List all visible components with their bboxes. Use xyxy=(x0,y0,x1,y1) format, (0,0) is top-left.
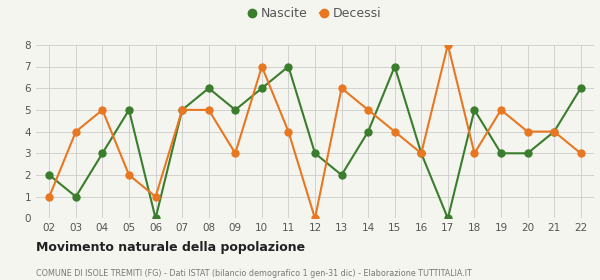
Decessi xyxy=(338,87,345,90)
Decessi xyxy=(179,108,186,112)
Nascite xyxy=(471,108,478,112)
Nascite xyxy=(258,87,265,90)
Decessi xyxy=(72,130,79,133)
Decessi xyxy=(471,152,478,155)
Nascite xyxy=(524,152,531,155)
Nascite xyxy=(551,130,558,133)
Nascite xyxy=(338,173,345,177)
Line: Nascite: Nascite xyxy=(46,63,584,222)
Decessi xyxy=(391,130,398,133)
Text: Movimento naturale della popolazione: Movimento naturale della popolazione xyxy=(36,241,305,254)
Decessi xyxy=(46,195,53,198)
Text: COMUNE DI ISOLE TREMITI (FG) - Dati ISTAT (bilancio demografico 1 gen-31 dic) - : COMUNE DI ISOLE TREMITI (FG) - Dati ISTA… xyxy=(36,269,472,278)
Decessi xyxy=(232,152,239,155)
Nascite xyxy=(418,152,425,155)
Nascite xyxy=(497,152,505,155)
Decessi xyxy=(497,108,505,112)
Nascite xyxy=(99,152,106,155)
Decessi xyxy=(444,43,451,46)
Legend: Nascite, Decessi: Nascite, Decessi xyxy=(244,3,386,25)
Decessi xyxy=(125,173,133,177)
Decessi xyxy=(205,108,212,112)
Decessi xyxy=(524,130,531,133)
Nascite xyxy=(72,195,79,198)
Decessi xyxy=(551,130,558,133)
Nascite xyxy=(232,108,239,112)
Decessi xyxy=(258,65,265,68)
Nascite xyxy=(285,65,292,68)
Decessi xyxy=(577,152,584,155)
Line: Decessi: Decessi xyxy=(46,41,584,222)
Decessi xyxy=(418,152,425,155)
Decessi xyxy=(311,217,319,220)
Decessi xyxy=(99,108,106,112)
Nascite xyxy=(391,65,398,68)
Nascite xyxy=(577,87,584,90)
Nascite xyxy=(444,217,451,220)
Decessi xyxy=(285,130,292,133)
Decessi xyxy=(152,195,159,198)
Nascite xyxy=(125,108,133,112)
Nascite xyxy=(365,130,372,133)
Nascite xyxy=(152,217,159,220)
Nascite xyxy=(46,173,53,177)
Nascite xyxy=(179,108,186,112)
Nascite xyxy=(205,87,212,90)
Nascite xyxy=(311,152,319,155)
Decessi xyxy=(365,108,372,112)
